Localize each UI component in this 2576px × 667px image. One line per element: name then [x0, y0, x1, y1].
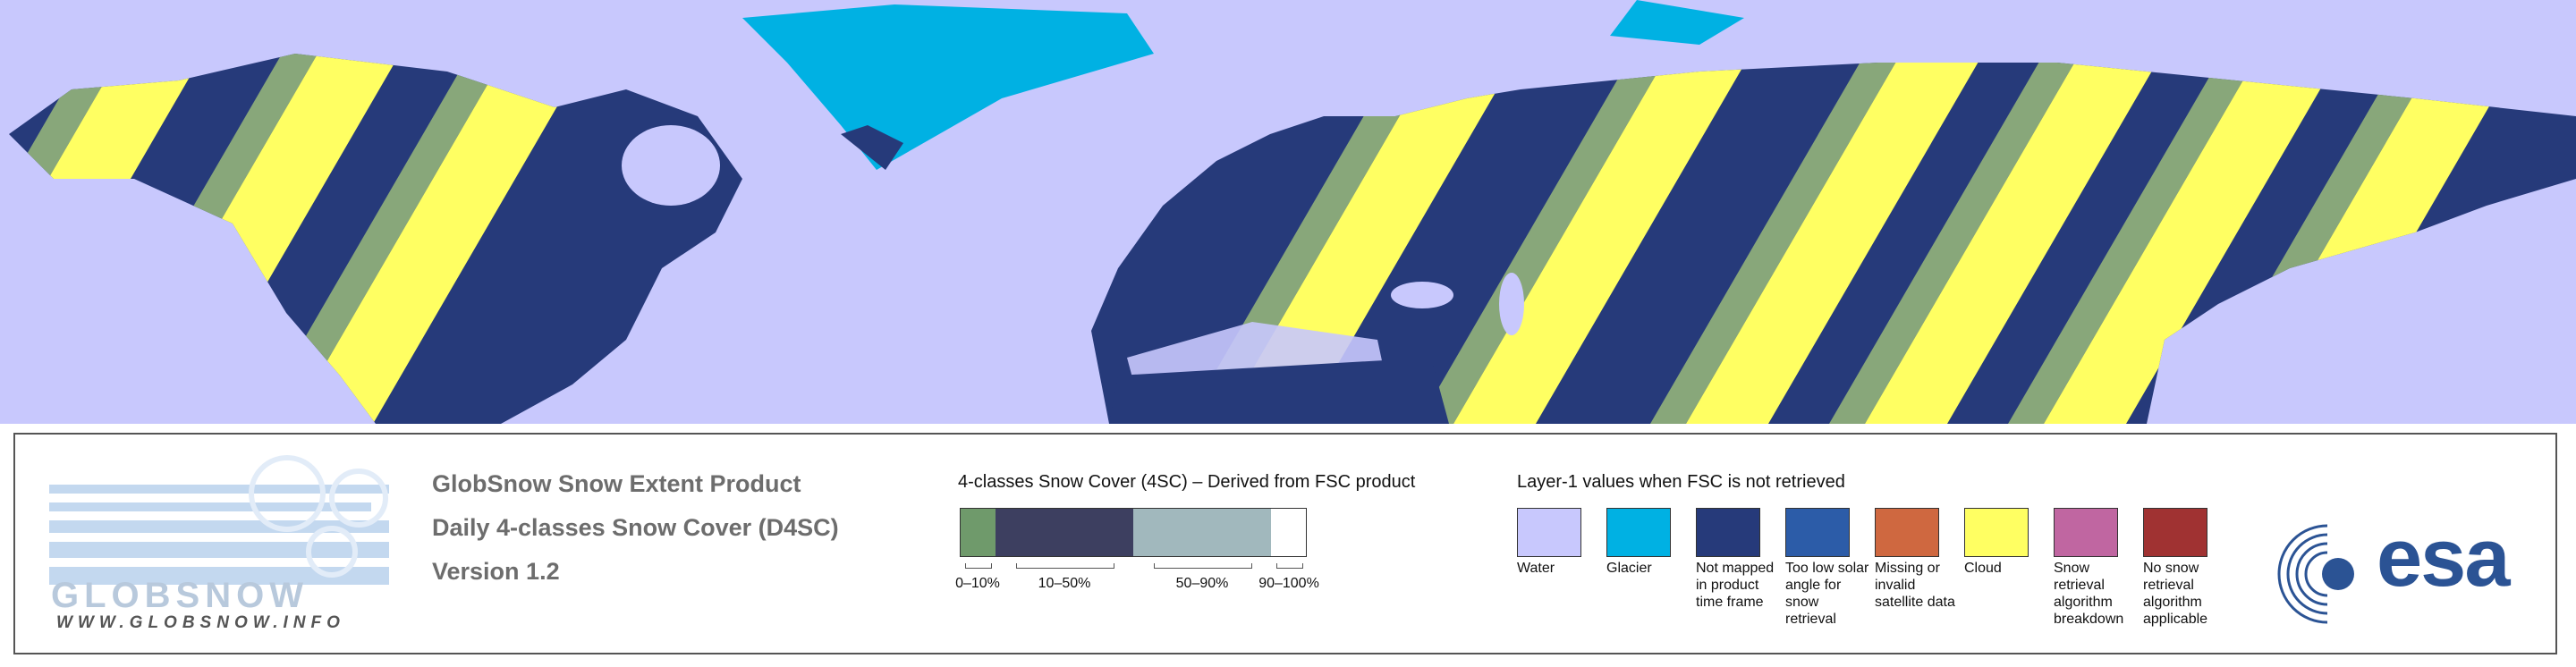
black-sea: [1391, 282, 1453, 308]
esa-emblem: [2277, 520, 2390, 628]
swath: [2044, 54, 2372, 424]
layer1-label: Glacier: [1606, 561, 1652, 576]
layer1-swatch: [1517, 508, 1581, 557]
swath: [291, 54, 619, 424]
class-label: 50–90%: [1175, 576, 1229, 591]
product-version: Version 1.2: [432, 558, 560, 585]
class-bracket: [1154, 563, 1252, 569]
class-swatch: [1271, 508, 1307, 557]
layer1-label: Snow retrieval algorithm breakdown: [2054, 561, 2124, 627]
class-swatch: [960, 508, 996, 557]
snow-cover-legend-title: 4-classes Snow Cover (4SC) – Derived fro…: [958, 472, 1416, 492]
layer1-label: Not mapped in product time frame: [1696, 561, 1775, 610]
logo-url: WWW.GLOBSNOW.INFO: [56, 613, 345, 632]
swath: [1221, 54, 1549, 424]
class-label: 10–50%: [1038, 576, 1091, 591]
class-swatch: [996, 508, 1133, 557]
layer1-label: Too low solar angle for snow retrieval: [1785, 561, 1869, 627]
layer1-label: Water: [1517, 561, 1555, 576]
class-bracket: [1276, 563, 1303, 569]
layer1-swatch: [1606, 508, 1671, 557]
swath: [1865, 54, 2193, 424]
class-label: 0–10%: [955, 576, 1000, 591]
greenland-south: [841, 125, 903, 170]
greenland: [742, 4, 1154, 170]
layer1-label: Missing or invalid satellite data: [1875, 561, 1955, 610]
layer1-swatch: [2143, 508, 2207, 557]
layer1-label: Cloud: [1964, 561, 2002, 576]
caspian-sea: [1499, 273, 1524, 335]
product-title: GlobSnow Snow Extent Product: [432, 470, 801, 497]
arctic-islands: [1610, 0, 1744, 45]
class-bracket: [1016, 563, 1114, 569]
product-subtitle: Daily 4-classes Snow Cover (D4SC): [432, 514, 839, 541]
class-bracket: [965, 563, 992, 569]
logo-name: GLOBSNOW: [51, 576, 309, 615]
layer1-swatch: [1696, 508, 1760, 557]
class-swatch: [1133, 508, 1271, 557]
class-label: 90–100%: [1258, 576, 1319, 591]
layer1-swatch: [1875, 508, 1939, 557]
north-africa: [1109, 358, 1449, 424]
swath: [1686, 54, 2014, 424]
swath: [2008, 54, 2290, 424]
layer1-swatch: [2054, 508, 2118, 557]
swath: [1650, 54, 1932, 424]
legend-panel: GLOBSNOW WWW.GLOBSNOW.INFO GlobSnow Snow…: [13, 433, 2557, 654]
hudson-bay: [622, 125, 720, 206]
globsnow-logo: [49, 455, 389, 585]
esa-logo-text: esa: [2377, 512, 2510, 604]
layer1-label: No snow retrieval algorithm applicable: [2143, 561, 2208, 627]
layer1-swatch: [1785, 508, 1850, 557]
swath: [1453, 54, 1782, 424]
layer1-swatch: [1964, 508, 2029, 557]
snow-map: [0, 0, 2576, 424]
swath: [1829, 54, 2111, 424]
swath: [255, 54, 537, 424]
layer1-legend-title: Layer-1 values when FSC is not retrieved: [1517, 472, 1845, 492]
swath: [1418, 54, 1699, 424]
